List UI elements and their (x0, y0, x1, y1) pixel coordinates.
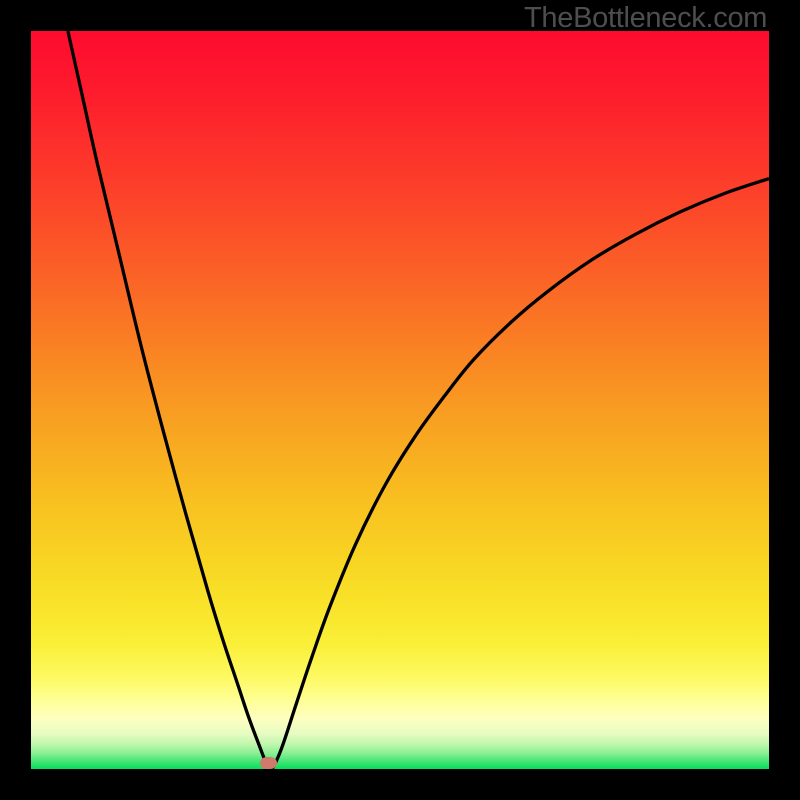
plot-area (31, 31, 769, 769)
chart-container: TheBottleneck.com (0, 0, 800, 800)
gradient-background (31, 31, 769, 769)
minimum-marker (260, 757, 277, 769)
watermark-text: TheBottleneck.com (524, 2, 767, 35)
